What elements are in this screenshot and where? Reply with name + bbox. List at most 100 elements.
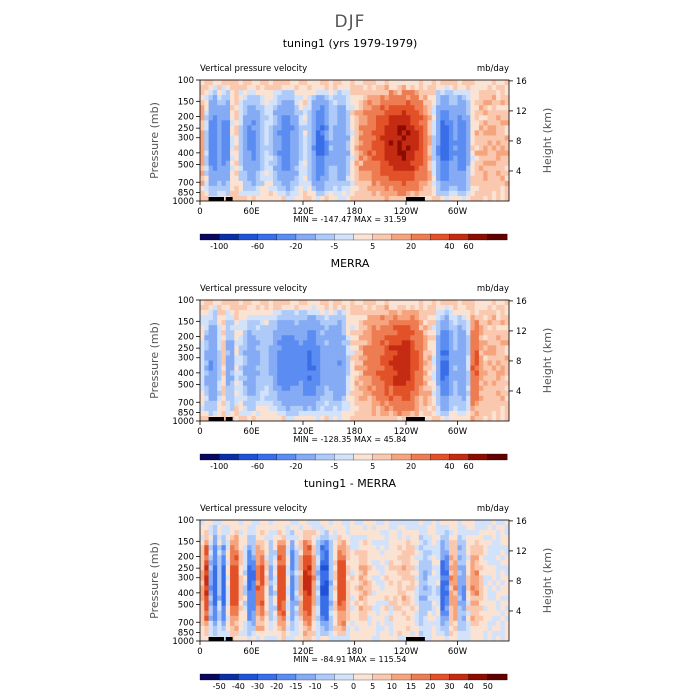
heatmap-cell bbox=[268, 150, 274, 157]
heatmap-cell bbox=[281, 320, 287, 326]
heatmap-cell bbox=[242, 130, 248, 136]
heatmap-cell bbox=[311, 120, 317, 126]
heatmap-cell bbox=[281, 105, 287, 111]
heatmap-cell bbox=[444, 355, 450, 361]
heatmap-cell bbox=[384, 105, 390, 111]
heatmap-cell bbox=[448, 380, 454, 387]
heatmap-cell bbox=[397, 105, 403, 111]
heatmap-cell bbox=[496, 340, 501, 346]
heatmap-cell bbox=[234, 125, 240, 131]
heatmap-cell bbox=[414, 115, 420, 121]
heatmap-cell bbox=[311, 555, 317, 561]
heatmap-cell bbox=[491, 185, 497, 192]
heatmap-cell bbox=[311, 570, 317, 576]
heatmap-cell bbox=[255, 130, 261, 136]
heatmap-cell bbox=[212, 120, 218, 126]
heatmap-cell bbox=[375, 85, 381, 91]
heatmap-cell bbox=[410, 80, 415, 86]
heatmap-cell bbox=[303, 180, 308, 187]
heatmap-cell bbox=[401, 370, 407, 377]
heatmap-cell bbox=[406, 100, 411, 106]
heatmap-cell bbox=[272, 355, 278, 361]
heatmap-cell bbox=[388, 565, 394, 571]
heatmap-cell bbox=[328, 610, 334, 617]
heatmap-cell bbox=[200, 100, 205, 106]
heatmap-cell bbox=[264, 585, 270, 591]
heatmap-cell bbox=[221, 375, 227, 382]
heatmap-cell bbox=[410, 575, 415, 581]
heatmap-cell bbox=[221, 385, 227, 392]
heatmap-cell bbox=[457, 575, 463, 581]
heatmap-cell bbox=[504, 375, 510, 382]
heatmap-cell bbox=[225, 410, 231, 417]
heatmap-cell bbox=[260, 135, 265, 141]
heatmap-cell bbox=[384, 355, 390, 361]
heatmap-cell bbox=[423, 335, 428, 341]
heatmap-cell bbox=[315, 380, 321, 387]
heatmap-cell bbox=[397, 90, 403, 96]
heatmap-cell bbox=[478, 165, 484, 172]
heatmap-cell bbox=[483, 600, 488, 607]
heatmap-cell bbox=[217, 160, 222, 167]
heatmap-cell bbox=[401, 145, 407, 151]
heatmap-cell bbox=[461, 540, 467, 546]
heatmap-cell bbox=[363, 600, 368, 607]
heatmap-cell bbox=[367, 315, 373, 321]
heatmap-cell bbox=[401, 115, 407, 121]
heatmap-cell bbox=[367, 320, 373, 326]
heatmap-cell bbox=[380, 95, 385, 101]
heatmap-cell bbox=[307, 535, 312, 541]
heatmap-cell bbox=[277, 85, 282, 91]
heatmap-cell bbox=[298, 130, 304, 136]
heatmap-cell bbox=[281, 165, 287, 172]
heatmap-cell bbox=[204, 320, 209, 326]
heatmap-cell bbox=[345, 100, 351, 106]
heatmap-cell bbox=[384, 165, 390, 172]
heatmap-cell bbox=[483, 575, 488, 581]
heatmap-cell bbox=[333, 520, 338, 526]
heatmap-cell bbox=[303, 535, 308, 541]
heatmap-cell bbox=[277, 175, 282, 182]
heatmap-cell bbox=[397, 385, 403, 392]
heatmap-cell bbox=[251, 605, 257, 612]
heatmap-cell bbox=[431, 365, 437, 371]
heatmap-cell bbox=[414, 155, 420, 162]
heatmap-cell bbox=[375, 90, 381, 96]
heatmap-cell bbox=[380, 585, 385, 591]
heatmap-cell bbox=[504, 395, 510, 402]
heatmap-cell bbox=[272, 180, 278, 187]
heatmap-cell bbox=[457, 135, 463, 141]
heatmap-cell bbox=[457, 350, 463, 356]
heatmap-cell bbox=[285, 315, 291, 321]
heatmap-cell bbox=[255, 180, 261, 187]
heatmap-cell bbox=[324, 145, 330, 151]
heatmap-cell bbox=[358, 375, 364, 382]
heatmap-cell bbox=[423, 100, 428, 106]
heatmap-cell bbox=[440, 570, 446, 576]
heatmap-cell bbox=[285, 185, 291, 192]
heatmap-cell bbox=[277, 585, 282, 591]
heatmap-cell bbox=[491, 330, 497, 336]
heatmap-cell bbox=[461, 390, 467, 397]
heatmap-cell bbox=[247, 130, 252, 136]
heatmap-cell bbox=[431, 535, 437, 541]
heatmap-cell bbox=[371, 355, 377, 361]
heatmap-cell bbox=[298, 160, 304, 167]
heatmap-cell bbox=[453, 105, 458, 111]
colorbar-swatch bbox=[468, 233, 489, 241]
right-tick-label: 16 bbox=[516, 297, 527, 307]
heatmap-cell bbox=[418, 120, 424, 126]
heatmap-cell bbox=[375, 380, 381, 387]
heatmap-cell bbox=[466, 185, 471, 192]
heatmap-cell bbox=[500, 85, 506, 91]
heatmap-cell bbox=[431, 120, 437, 126]
heatmap-cell bbox=[333, 120, 338, 126]
heatmap-cell bbox=[367, 345, 373, 351]
heatmap-cell bbox=[397, 535, 403, 541]
heatmap-cell bbox=[474, 355, 480, 361]
heatmap-cell bbox=[431, 540, 437, 546]
heatmap-cell bbox=[470, 140, 476, 146]
heatmap-cell bbox=[251, 410, 257, 417]
heatmap-cell bbox=[423, 600, 428, 607]
heatmap-cell bbox=[272, 110, 278, 116]
